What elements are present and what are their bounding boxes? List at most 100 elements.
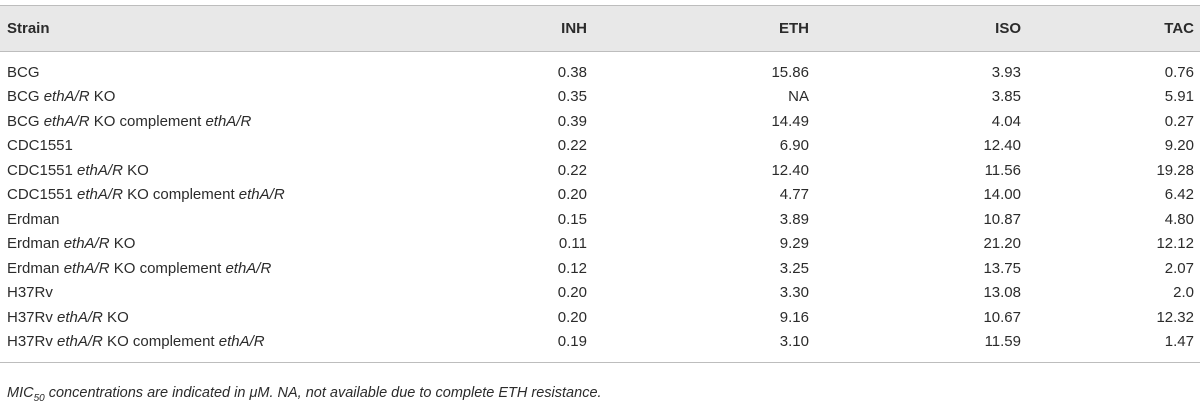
cell-tac: 2.0 [1173, 284, 1194, 302]
strain-text: CDC1551 [7, 137, 73, 155]
strain-gene: ethA/R [57, 333, 103, 351]
strain-text: CDC1551 [7, 186, 78, 204]
strain-gene: ethA/R [63, 235, 110, 253]
strain-gene: ethA/R [205, 112, 252, 130]
table-row: BCG 0.38 15.86 3.93 0.76 [0, 52, 1200, 85]
cell-tac: 19.28 [1156, 161, 1194, 179]
cell-eth: 9.16 [779, 308, 809, 326]
table-row: BCG ethA/R KO complement ethA/R 0.39 14.49… [0, 109, 1200, 134]
strain-text: KO [122, 161, 149, 179]
cell-tac: 0.76 [1164, 63, 1194, 81]
strain-text: BCG [7, 63, 40, 81]
cell-eth: 6.90 [779, 137, 809, 155]
cell-iso: 4.04 [991, 112, 1021, 130]
header-row: Strain INH ETH ISO TAC [0, 5, 1200, 52]
table-row: Erdman ethA/R KO 0.11 9.29 21.20 12.12 [0, 232, 1200, 257]
cell-eth: 3.10 [587, 329, 809, 363]
cell-tac: 6.42 [1164, 186, 1194, 204]
cell-iso: 13.08 [983, 284, 1021, 302]
cell-inh: 0.35 [557, 88, 587, 106]
strain-gene: ethA/R [43, 112, 90, 130]
cell-iso: 10.67 [983, 308, 1021, 326]
cell-tac: 2.07 [1164, 259, 1194, 277]
cell-eth: 3.30 [779, 284, 809, 302]
cell-strain: H37Rv [0, 281, 427, 306]
cell-inh: 0.22 [557, 161, 587, 179]
cell-tac: 5.91 [1164, 88, 1194, 106]
strain-text: Erdman [7, 235, 64, 253]
strain-text: KO [89, 88, 116, 106]
strain-text: KO complement [89, 112, 206, 130]
strain-text: H37Rv [7, 284, 53, 302]
table-header: Strain INH ETH ISO TAC [0, 5, 1200, 52]
header-tac: TAC [1021, 5, 1200, 52]
strain-text: KO complement [122, 186, 239, 204]
strain-text: H37Rv [7, 308, 58, 326]
cell-tac: 12.12 [1156, 235, 1194, 253]
cell-eth: 4.77 [779, 186, 809, 204]
strain-text: KO [109, 235, 136, 253]
cell-iso: 3.85 [991, 88, 1021, 106]
strain-gene: ethA/R [218, 333, 265, 351]
cell-iso: 12.40 [983, 137, 1021, 155]
cell-strain: CDC1551 [0, 134, 427, 159]
cell-iso: 3.93 [991, 63, 1021, 81]
footnote-text: concentrations are indicated in μM. NA, … [44, 385, 602, 401]
cell-inh: 0.15 [557, 210, 587, 228]
cell-tac: 12.32 [1156, 308, 1194, 326]
cell-eth: 3.25 [779, 259, 809, 277]
cell-eth: 14.49 [771, 112, 809, 130]
strain-gene: ethA/R [57, 308, 103, 326]
cell-inh: 0.20 [557, 284, 587, 302]
strain-gene: ethA/R [77, 161, 123, 179]
header-inh: INH [427, 5, 587, 52]
header-eth: ETH [587, 5, 809, 52]
strain-text: Erdman [7, 210, 60, 228]
strain-gene: ethA/R [43, 88, 90, 106]
strain-text: Erdman [7, 259, 64, 277]
cell-strain: CDC1551 ethA/R KO complement ethA/R [0, 183, 427, 208]
cell-strain: CDC1551 ethA/R KO [0, 158, 427, 183]
cell-eth: 3.89 [779, 210, 809, 228]
strain-gene: ethA/R [225, 259, 272, 277]
table-row: H37Rv ethA/R KO complement ethA/R 0.19 3.1… [0, 329, 1200, 363]
cell-inh: 0.20 [557, 186, 587, 204]
strain-text: CDC1551 [7, 161, 78, 179]
cell-iso: 13.75 [983, 259, 1021, 277]
footnote-mic: MIC [7, 385, 34, 401]
table-body: BCG 0.38 15.86 3.93 0.76 BCG ethA/R KO 0.35 NA 3… [0, 52, 1200, 363]
table-row: BCG ethA/R KO 0.35 NA 3.85 5.91 [0, 85, 1200, 110]
strain-gene: ethA/R [77, 186, 123, 204]
cell-tac: 0.27 [1164, 112, 1194, 130]
mic50-table: Strain INH ETH ISO TAC BCG 0.38 15.86 3.93 0… [0, 5, 1200, 363]
table-row: CDC1551 0.22 6.90 12.40 9.20 [0, 134, 1200, 159]
footnote-subscript: 50 [33, 392, 45, 404]
strain-gene: ethA/R [238, 186, 285, 204]
table-row: H37Rv 0.20 3.30 13.08 2.0 [0, 281, 1200, 306]
strain-text: H37Rv [7, 333, 58, 351]
cell-iso: 14.00 [983, 186, 1021, 204]
cell-inh: 0.39 [557, 112, 587, 130]
cell-strain: BCG ethA/R KO [0, 85, 427, 110]
cell-iso: 11.56 [984, 161, 1021, 179]
strain-text: KO [102, 308, 129, 326]
cell-tac: 9.20 [1164, 137, 1194, 155]
cell-strain: Erdman ethA/R KO [0, 232, 427, 257]
cell-strain: Erdman [0, 207, 427, 232]
cell-iso: 21.20 [983, 235, 1021, 253]
cell-tac: 1.47 [1021, 329, 1200, 363]
cell-eth: NA [788, 88, 809, 106]
cell-eth: 9.29 [779, 235, 809, 253]
strain-text: BCG [7, 112, 44, 130]
cell-iso: 10.87 [983, 210, 1021, 228]
cell-eth: 12.40 [771, 161, 809, 179]
table-row: CDC1551 ethA/R KO 0.22 12.40 11.56 19.28 [0, 158, 1200, 183]
cell-strain: Erdman ethA/R KO complement ethA/R [0, 256, 427, 281]
strain-text: KO complement [109, 259, 226, 277]
cell-inh: 0.20 [557, 308, 587, 326]
cell-strain: H37Rv ethA/R KO complement ethA/R [0, 329, 427, 363]
strain-text: KO complement [102, 333, 219, 351]
table-row: H37Rv ethA/R KO 0.20 9.16 10.67 12.32 [0, 305, 1200, 330]
cell-inh: 0.38 [557, 63, 587, 81]
